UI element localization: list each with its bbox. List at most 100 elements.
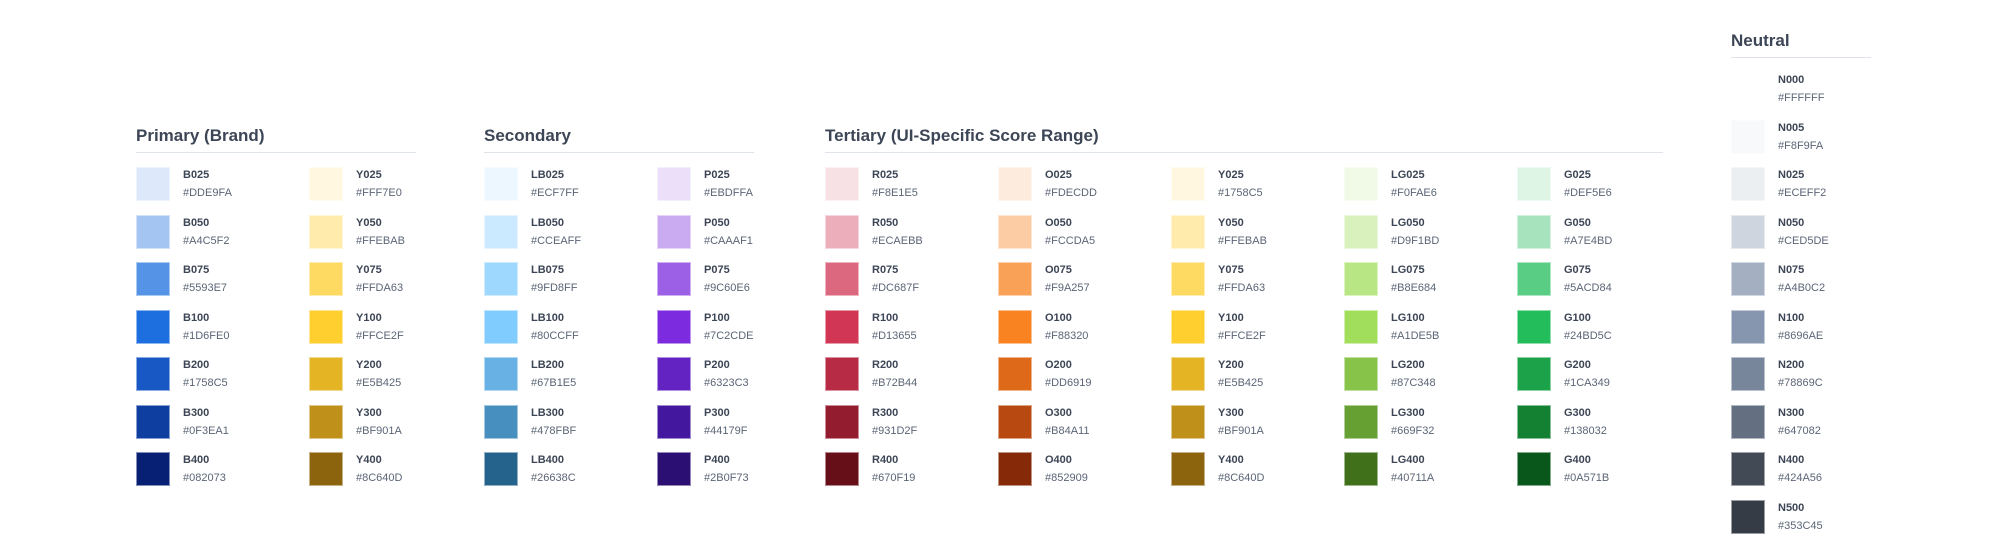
swatch-n000: N000 #FFFFFF	[1731, 72, 1871, 120]
swatch-name: LG400	[1391, 454, 1425, 466]
swatch-name: G050	[1564, 216, 1591, 229]
swatch-hex: #8C640D	[1218, 472, 1265, 484]
swatch-name: B050	[183, 216, 210, 229]
swatch-name: P025	[704, 169, 730, 181]
swatch-p300: P300 #44179F	[657, 404, 830, 453]
color-chip	[309, 309, 343, 344]
swatch-column: Y025 #1758C5 Y050 #FFEBAB Y075 #FFDA63 Y100 #FF…	[1171, 167, 1344, 500]
swatch-hex: #E5B425	[1218, 377, 1264, 389]
color-chip	[1171, 452, 1205, 486]
color-chip	[484, 262, 518, 296]
swatch-hex: #647082	[1778, 424, 1821, 437]
swatch-y025: Y025 #1758C5	[1171, 167, 1344, 215]
swatch-n050: N050 #CED5DE	[1731, 214, 1871, 263]
swatch-name: LG025	[1391, 169, 1425, 181]
swatch-name: R050	[872, 216, 899, 229]
swatch-hex: #DEF5E6	[1564, 187, 1612, 199]
swatch-hex: #A7E4BD	[1564, 234, 1613, 247]
swatch-lg100: LG100 #A1DE5B	[1344, 309, 1517, 358]
swatch-name: Y400	[356, 454, 382, 466]
swatch-r050: R050 #ECAEBB	[825, 214, 998, 263]
swatch-name: P400	[704, 454, 730, 466]
swatch-hex: #40711A	[1391, 472, 1435, 484]
swatch-name: Y050	[356, 216, 382, 229]
swatch-hex: #138032	[1564, 424, 1607, 437]
color-chip	[484, 309, 518, 344]
swatch-name: LB025	[531, 169, 565, 181]
color-chip	[825, 452, 859, 486]
swatch-name: LG100	[1391, 311, 1425, 324]
palette-group-tertiary: Tertiary (UI-Specific Score Range) R025 #F…	[825, 125, 1663, 500]
swatch-name: R400	[872, 454, 899, 466]
swatch-hex: #ECF7FF	[531, 187, 579, 199]
swatch-hex: #FFDA63	[1218, 282, 1266, 294]
color-chip	[1171, 404, 1205, 439]
color-chip	[1731, 214, 1765, 249]
swatch-name: R300	[872, 406, 899, 419]
swatch-name: B300	[183, 406, 210, 419]
swatch-name: G100	[1564, 311, 1591, 324]
swatch-hex: #9C60E6	[704, 282, 750, 294]
swatch-name: N025	[1778, 169, 1805, 181]
swatch-name: G400	[1564, 454, 1591, 466]
swatch-hex: #FFF7E0	[356, 187, 402, 199]
color-chip	[1517, 262, 1551, 296]
swatch-lb100: LB100 #80CCFF	[484, 309, 657, 358]
palette-group-secondary: Secondary LB025 #ECF7FF LB050 #CCEAFF LB075 #9…	[484, 125, 754, 500]
color-chip	[136, 404, 170, 439]
swatch-g200: G200 #1CA349	[1517, 357, 1690, 405]
swatch-hex: #F8E1E5	[872, 187, 918, 199]
color-chip	[1171, 309, 1205, 344]
color-chip	[1731, 119, 1765, 154]
color-chip	[1517, 214, 1551, 249]
color-chip	[1171, 167, 1205, 201]
swatch-column: B025 #DDE9FA B050 #A4C5F2 B075 #5593E7 B100 #1D…	[136, 167, 309, 500]
swatch-hex: #CAAAF1	[704, 234, 753, 247]
swatch-b075: B075 #5593E7	[136, 262, 309, 310]
swatch-r025: R025 #F8E1E5	[825, 167, 998, 215]
color-chip	[1517, 309, 1551, 344]
color-chip	[1344, 262, 1378, 296]
swatch-name: O300	[1045, 406, 1072, 419]
swatch-hex: #CED5DE	[1778, 234, 1829, 247]
swatch-y300: Y300 #BF901A	[309, 404, 482, 453]
swatch-name: R025	[872, 169, 899, 181]
swatch-name: Y300	[356, 406, 382, 419]
swatch-hex: #FDECDD	[1045, 187, 1097, 199]
color-chip	[657, 357, 691, 391]
swatch-n300: N300 #647082	[1731, 404, 1871, 453]
swatch-hex: #BF901A	[1218, 424, 1264, 437]
swatch-name: P075	[704, 264, 730, 276]
swatch-hex: #FFDA63	[356, 282, 404, 294]
swatch-n200: N200 #78869C	[1731, 357, 1871, 405]
swatch-hex: #1D6FE0	[183, 329, 230, 342]
color-chip	[309, 214, 343, 249]
swatch-p100: P100 #7C2CDE	[657, 309, 830, 358]
swatch-name: N200	[1778, 359, 1805, 371]
color-chip	[136, 167, 170, 201]
swatch-hex: #78869C	[1778, 377, 1823, 389]
swatch-name: R100	[872, 311, 899, 324]
swatch-name: Y200	[356, 359, 382, 371]
swatch-name: O100	[1045, 311, 1072, 324]
swatch-column: Y025 #FFF7E0 Y050 #FFEBAB Y075 #FFDA63 Y100 #FF…	[309, 167, 482, 500]
swatch-name: Y100	[1218, 311, 1244, 324]
swatch-name: P050	[704, 216, 730, 229]
swatch-hex: #CCEAFF	[531, 234, 582, 247]
swatch-name: N075	[1778, 264, 1805, 276]
color-chip	[484, 167, 518, 201]
color-chip	[1344, 167, 1378, 201]
color-chip	[1517, 167, 1551, 201]
swatch-hex: #D9F1BD	[1391, 234, 1440, 247]
swatch-column: LG025 #F0FAE6 LG050 #D9F1BD LG075 #B8E684 LG10…	[1344, 167, 1517, 500]
swatch-g050: G050 #A7E4BD	[1517, 214, 1690, 263]
swatch-hex: #A4C5F2	[183, 234, 230, 247]
swatch-hex: #87C348	[1391, 377, 1436, 389]
swatch-lb400: LB400 #26638C	[484, 452, 657, 500]
swatch-hex: #B8E684	[1391, 282, 1437, 294]
swatch-o050: O050 #FCCDA5	[998, 214, 1171, 263]
swatch-y400: Y400 #8C640D	[1171, 452, 1344, 500]
color-chip	[1344, 357, 1378, 391]
swatch-y050: Y050 #FFEBAB	[1171, 214, 1344, 263]
color-chip	[1517, 452, 1551, 486]
